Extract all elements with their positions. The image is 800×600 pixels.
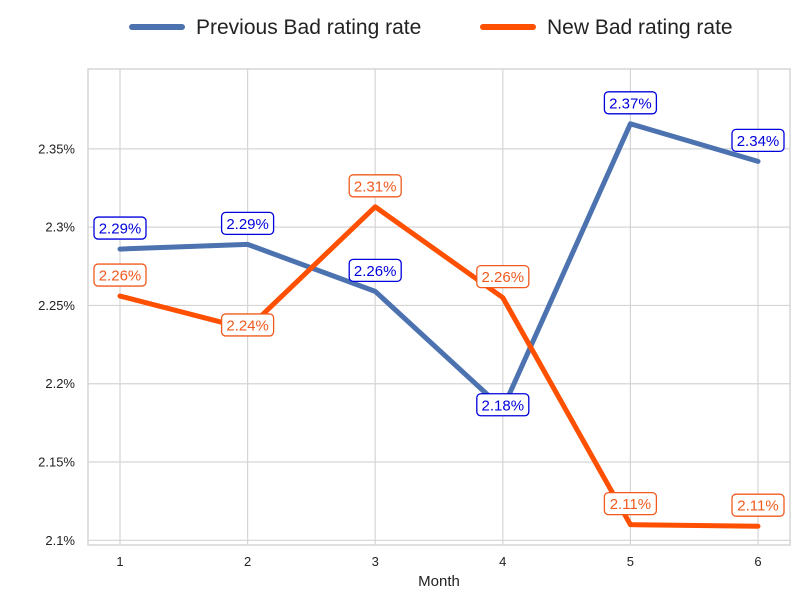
data-label-1-3: 2.26% bbox=[348, 258, 402, 282]
x-tick-label: 4 bbox=[499, 554, 506, 569]
grid-lines bbox=[88, 69, 790, 545]
y-tick-label: 2.3% bbox=[45, 220, 75, 235]
legend: Previous Bad rating rate New Bad rating r… bbox=[129, 16, 733, 39]
y-tick-label: 2.1% bbox=[45, 533, 75, 548]
svg-text:2.24%: 2.24% bbox=[226, 317, 269, 334]
legend-label-2: New Bad rating rate bbox=[547, 16, 733, 39]
svg-text:2.34%: 2.34% bbox=[737, 133, 780, 150]
y-axis: 2.1% 2.15% 2.2% 2.25% 2.3% 2.35% bbox=[38, 141, 75, 547]
data-label-2-5: 2.11% bbox=[603, 491, 658, 516]
x-tick-label: 3 bbox=[372, 554, 379, 569]
svg-text:2.18%: 2.18% bbox=[482, 397, 525, 414]
y-tick-label: 2.35% bbox=[38, 141, 75, 156]
data-label-2-4: 2.26% bbox=[476, 264, 530, 289]
svg-text:2.26%: 2.26% bbox=[99, 268, 142, 285]
svg-text:2.26%: 2.26% bbox=[354, 263, 397, 280]
svg-text:2.29%: 2.29% bbox=[226, 216, 269, 233]
data-label-1-1: 2.29% bbox=[93, 216, 147, 240]
svg-text:2.11%: 2.11% bbox=[610, 496, 651, 513]
x-tick-label: 5 bbox=[627, 554, 634, 569]
x-axis-label: Month bbox=[418, 573, 460, 590]
series-line-1 bbox=[117, 121, 761, 412]
svg-text:2.37%: 2.37% bbox=[609, 95, 652, 112]
data-labels: 2.29% 2.29% 2.26% 2.18% 2.37% 2.34% 2.26% 2.24%… bbox=[93, 91, 785, 517]
y-tick-label: 2.15% bbox=[38, 455, 75, 470]
data-label-1-4: 2.18% bbox=[476, 393, 530, 417]
svg-text:2.11%: 2.11% bbox=[737, 498, 778, 515]
x-axis: 1 2 3 4 5 6 bbox=[116, 554, 761, 569]
legend-label-1: Previous Bad rating rate bbox=[196, 16, 421, 39]
data-label-2-3: 2.31% bbox=[348, 174, 402, 198]
x-tick-label: 6 bbox=[754, 554, 761, 569]
x-tick-label: 1 bbox=[116, 554, 123, 569]
data-label-1-2: 2.29% bbox=[220, 211, 275, 236]
y-tick-label: 2.2% bbox=[45, 376, 75, 391]
x-tick-label: 2 bbox=[244, 554, 251, 569]
data-label-1-5: 2.37% bbox=[603, 91, 658, 115]
svg-text:2.29%: 2.29% bbox=[99, 221, 142, 238]
svg-text:2.31%: 2.31% bbox=[354, 178, 397, 195]
data-label-2-2: 2.24% bbox=[220, 313, 275, 337]
data-label-1-6: 2.34% bbox=[731, 128, 785, 153]
svg-text:2.26%: 2.26% bbox=[482, 269, 525, 286]
data-label-2-1: 2.26% bbox=[93, 263, 147, 287]
y-tick-label: 2.25% bbox=[38, 298, 75, 313]
data-label-2-6: 2.11% bbox=[731, 493, 785, 517]
